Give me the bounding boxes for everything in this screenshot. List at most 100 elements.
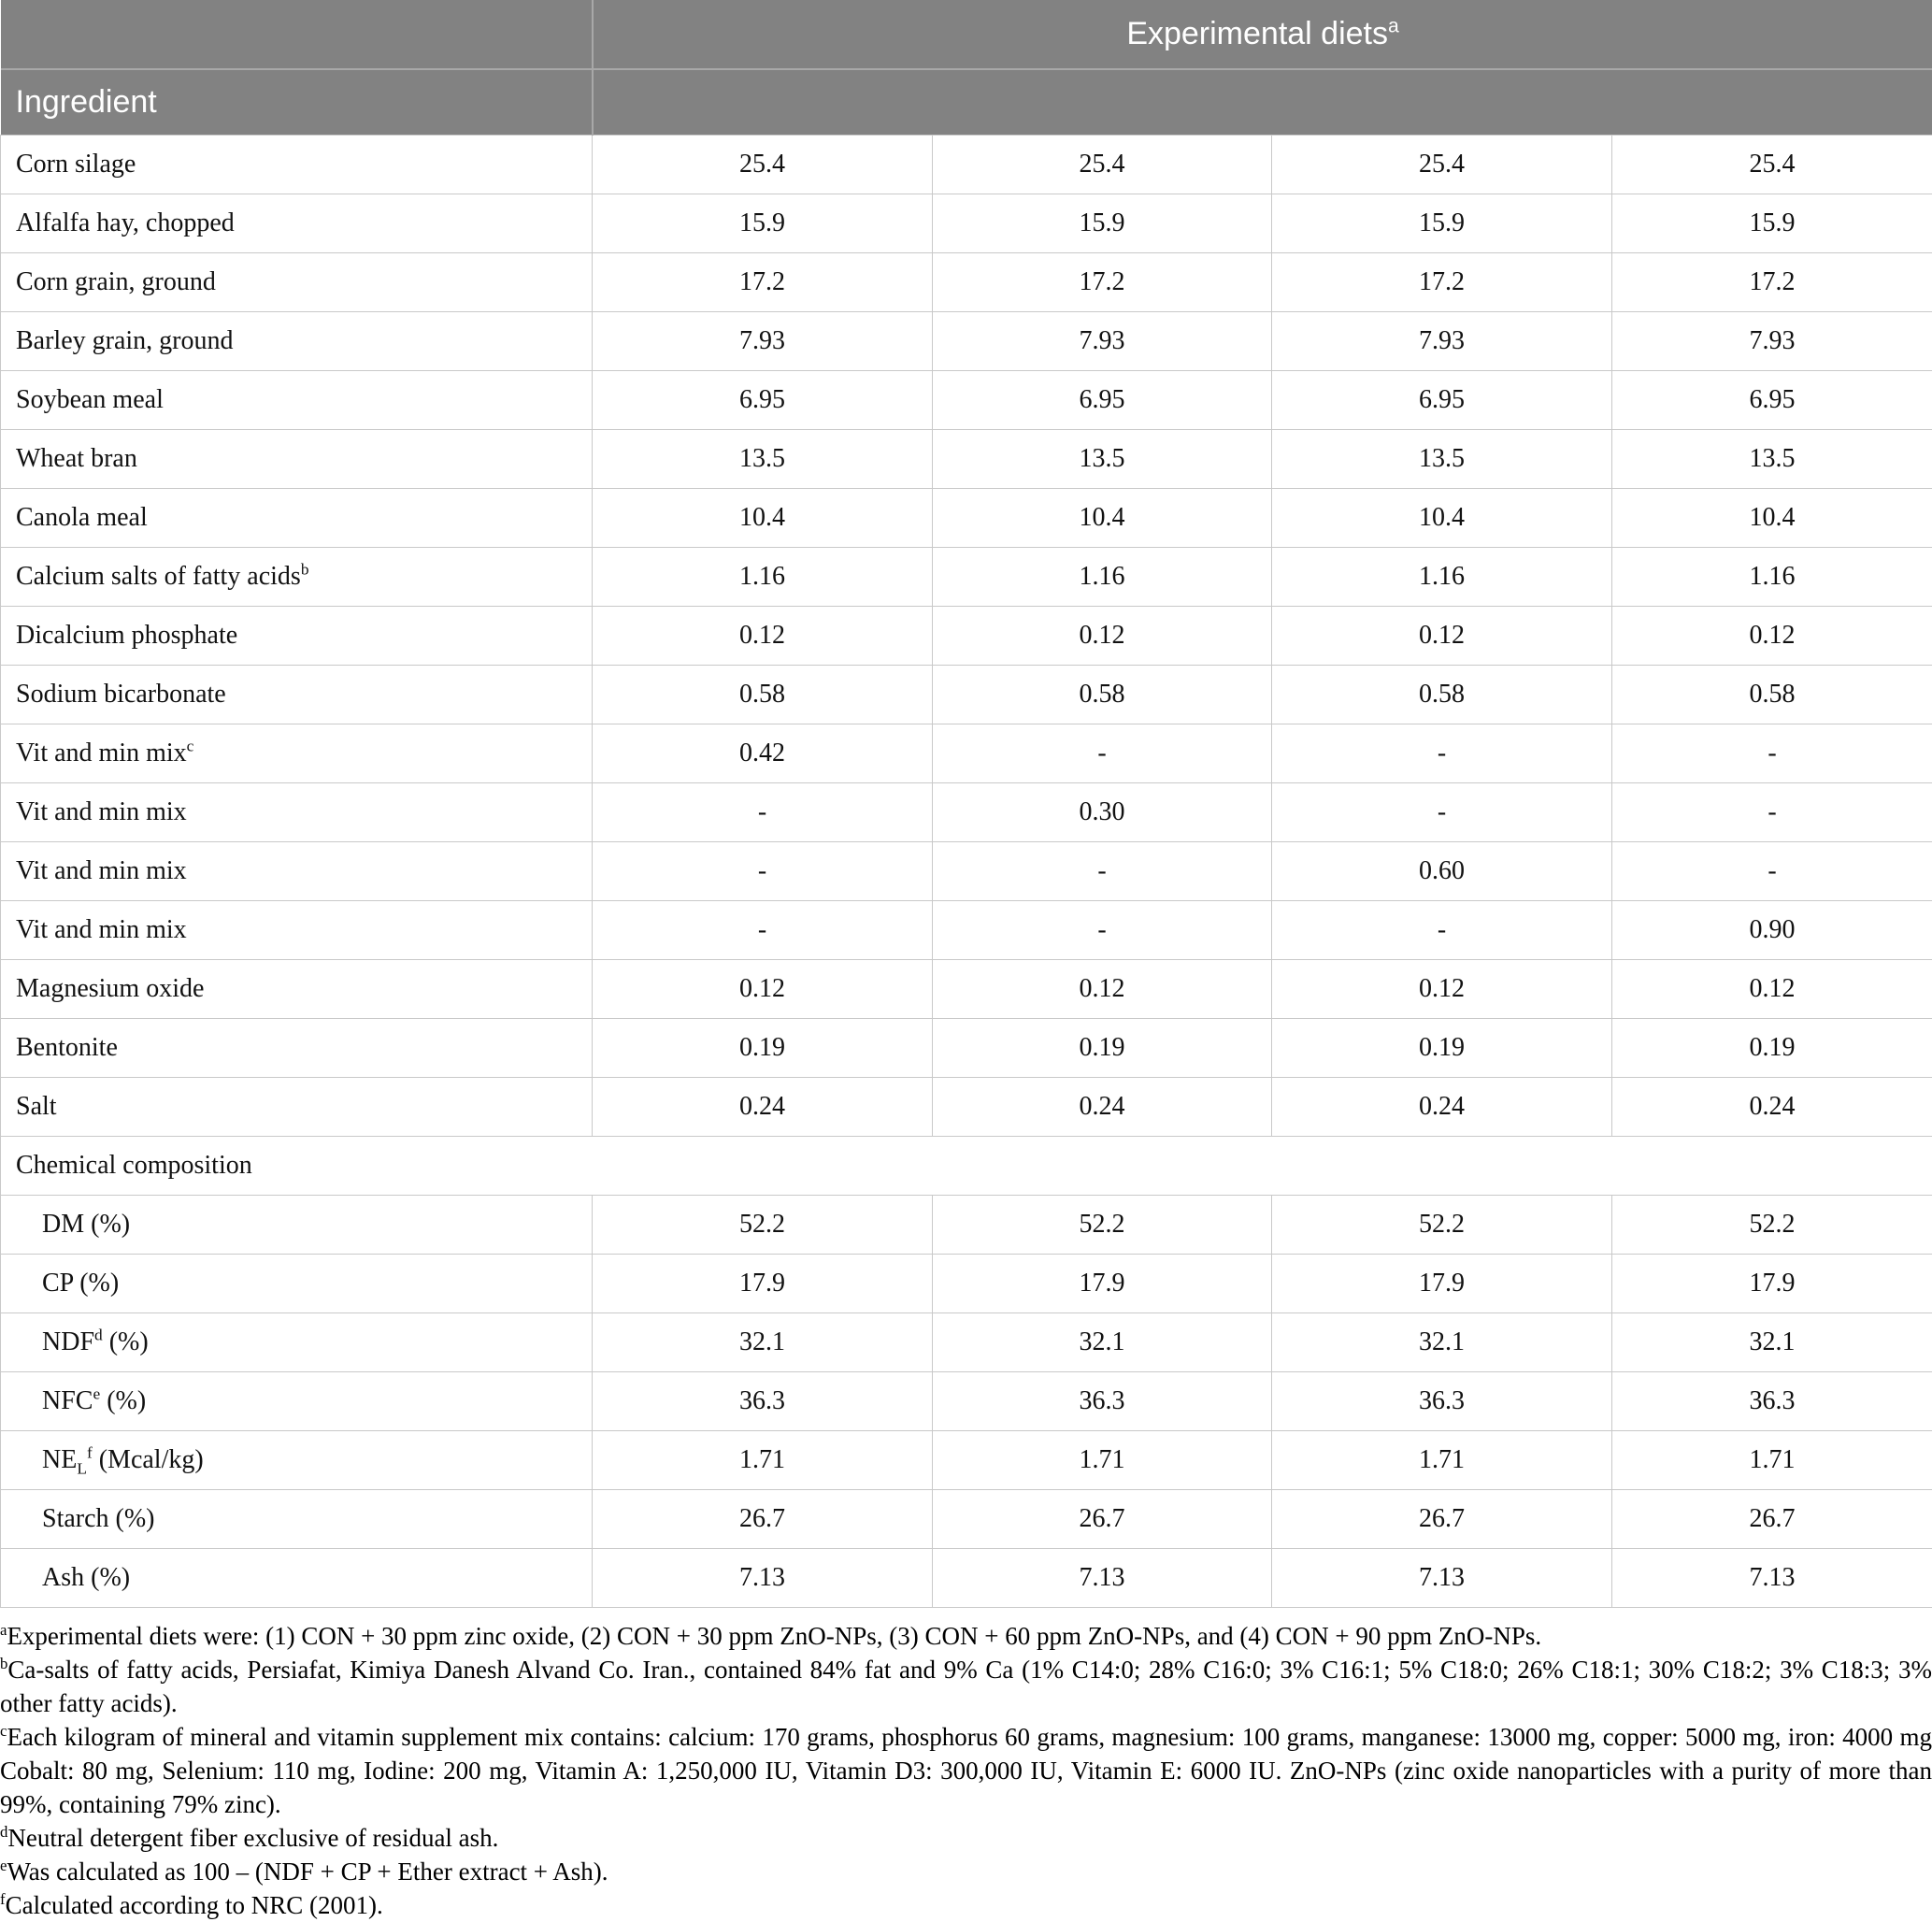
header-corner-cell [1, 0, 593, 69]
ingredient-cell: NFCe (%) [1, 1372, 593, 1431]
footnote: fCalculated according to NRC (2001). [0, 1888, 1932, 1922]
value-cell: 0.19 [1612, 1019, 1932, 1078]
value-cell: 1.16 [933, 548, 1272, 607]
ingredient-cell: Vit and min mix [1, 783, 593, 842]
value-cell: 26.7 [1272, 1490, 1612, 1549]
table-row: Vit and min mix---0.90 [1, 901, 1932, 960]
ingredient-cell: Soybean meal [1, 371, 593, 430]
value-cell: - [593, 901, 933, 960]
value-cell: 17.9 [593, 1255, 933, 1313]
value-cell: 0.12 [593, 960, 933, 1019]
value-cell: 52.2 [593, 1196, 933, 1255]
value-cell: 25.4 [593, 136, 933, 194]
table-row: Vit and min mix--0.60- [1, 842, 1932, 901]
value-cell: 15.9 [593, 194, 933, 253]
footnote-marker: c [0, 1722, 7, 1740]
value-cell: 0.12 [1272, 960, 1612, 1019]
value-cell: 32.1 [933, 1313, 1272, 1372]
value-cell: 15.9 [1612, 194, 1932, 253]
value-cell: 17.9 [933, 1255, 1272, 1313]
value-cell: 15.9 [1272, 194, 1612, 253]
value-cell: 0.24 [933, 1078, 1272, 1137]
experimental-diets-header: Experimental dietsa [593, 0, 1932, 69]
ingredient-header: Ingredient [1, 69, 593, 136]
header-spacer-cell [593, 69, 1932, 136]
value-cell: 13.5 [1272, 430, 1612, 489]
value-cell: 6.95 [593, 371, 933, 430]
value-cell: 36.3 [593, 1372, 933, 1431]
value-cell: 0.58 [1272, 666, 1612, 724]
value-cell: 1.71 [933, 1431, 1272, 1490]
value-cell: 7.93 [933, 312, 1272, 371]
header-row-diets: Experimental dietsa [1, 0, 1932, 69]
value-cell: 26.7 [933, 1490, 1272, 1549]
ingredient-cell: Dicalcium phosphate [1, 607, 593, 666]
value-cell: 10.4 [1612, 489, 1932, 548]
value-cell: 0.12 [1272, 607, 1612, 666]
value-cell: 17.2 [1612, 253, 1932, 312]
value-cell: - [1272, 724, 1612, 783]
value-cell: 0.19 [933, 1019, 1272, 1078]
footnote-marker: f [0, 1890, 6, 1908]
value-cell: 6.95 [1272, 371, 1612, 430]
value-cell: 7.13 [1612, 1549, 1932, 1608]
value-cell: 7.13 [933, 1549, 1272, 1608]
value-cell: 32.1 [593, 1313, 933, 1372]
ingredient-cell: Starch (%) [1, 1490, 593, 1549]
ingredient-cell: Salt [1, 1078, 593, 1137]
footnote: bCa-salts of fatty acids, Persiafat, Kim… [0, 1653, 1932, 1720]
value-cell: - [933, 724, 1272, 783]
value-cell: 0.12 [1612, 607, 1932, 666]
value-cell: 25.4 [933, 136, 1272, 194]
value-cell: 7.93 [593, 312, 933, 371]
value-cell: 52.2 [933, 1196, 1272, 1255]
value-cell: 1.71 [1272, 1431, 1612, 1490]
table-row: Vit and min mix-0.30-- [1, 783, 1932, 842]
value-cell: 7.13 [593, 1549, 933, 1608]
value-cell: - [933, 901, 1272, 960]
value-cell: 0.12 [933, 607, 1272, 666]
value-cell: 7.93 [1612, 312, 1932, 371]
value-cell: 26.7 [593, 1490, 933, 1549]
ingredient-cell: Magnesium oxide [1, 960, 593, 1019]
value-cell: 0.24 [593, 1078, 933, 1137]
value-cell: 0.19 [593, 1019, 933, 1078]
ingredient-cell: Ash (%) [1, 1549, 593, 1608]
ingredient-cell: Vit and min mix [1, 901, 593, 960]
ingredient-cell: Corn grain, ground [1, 253, 593, 312]
value-cell: 52.2 [1612, 1196, 1932, 1255]
value-cell: 0.19 [1272, 1019, 1612, 1078]
footnote: aExperimental diets were: (1) CON + 30 p… [0, 1619, 1932, 1653]
ingredient-cell: Sodium bicarbonate [1, 666, 593, 724]
value-cell: 0.42 [593, 724, 933, 783]
value-cell: 0.12 [1612, 960, 1932, 1019]
value-cell: 17.2 [1272, 253, 1612, 312]
footnote: cEach kilogram of mineral and vitamin su… [0, 1720, 1932, 1821]
ingredient-cell: DM (%) [1, 1196, 593, 1255]
value-cell: 17.9 [1612, 1255, 1932, 1313]
value-cell: 17.2 [933, 253, 1272, 312]
value-cell: 32.1 [1272, 1313, 1612, 1372]
value-cell: 0.24 [1272, 1078, 1612, 1137]
value-cell: 10.4 [933, 489, 1272, 548]
value-cell: 0.58 [933, 666, 1272, 724]
value-cell: - [593, 842, 933, 901]
value-cell: 0.90 [1612, 901, 1932, 960]
value-cell: 25.4 [1272, 136, 1612, 194]
section-row: Chemical composition [1, 1137, 1932, 1196]
